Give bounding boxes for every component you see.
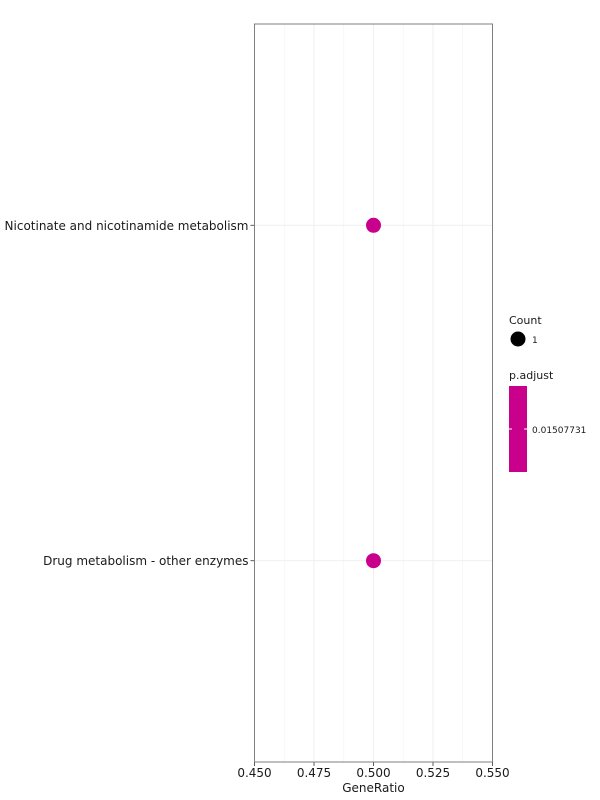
data-point xyxy=(366,217,381,233)
x-axis-label: GeneRatio xyxy=(342,781,404,795)
legend-count-marker xyxy=(510,331,526,347)
data-points xyxy=(366,217,381,569)
data-point xyxy=(366,553,381,569)
legend-colorbar xyxy=(509,386,527,472)
legend-count-label: 1 xyxy=(532,336,538,346)
legend: Count 1 p.adjust 0.01507731 xyxy=(509,314,586,472)
y-tick-label: Drug metabolism - other enzymes xyxy=(43,554,248,568)
x-tick-label: 0.550 xyxy=(475,766,509,780)
y-tick-labels: Nicotinate and nicotinamide metabolism Dr… xyxy=(5,219,255,568)
legend-count-title: Count xyxy=(509,314,542,327)
plot-panel-border xyxy=(254,23,493,763)
x-tick-label: 0.475 xyxy=(297,766,331,780)
x-tick-label: 0.450 xyxy=(237,766,271,780)
gridlines xyxy=(254,24,493,762)
legend-padjust-label: 0.01507731 xyxy=(532,426,586,436)
x-tick-labels: 0.450 0.475 0.500 0.525 0.550 xyxy=(237,762,510,780)
y-tick-label: Nicotinate and nicotinamide metabolism xyxy=(5,219,249,233)
x-tick-label: 0.525 xyxy=(416,766,450,780)
legend-padjust-title: p.adjust xyxy=(509,369,554,382)
x-tick-label: 0.500 xyxy=(356,766,390,780)
